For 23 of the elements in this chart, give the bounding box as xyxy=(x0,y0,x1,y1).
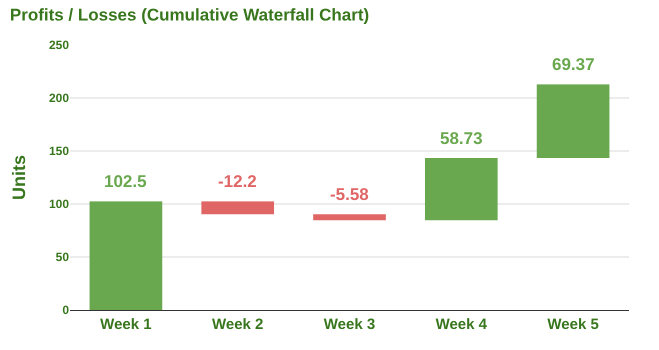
data-label: -5.58 xyxy=(330,185,369,204)
bar xyxy=(313,214,386,220)
y-tick-label: 150 xyxy=(48,144,70,158)
x-tick-label: Week 4 xyxy=(436,316,488,333)
data-label: -12.2 xyxy=(218,172,257,191)
bar xyxy=(90,201,162,310)
y-tick-label: 250 xyxy=(48,38,70,52)
x-tick-label: Week 2 xyxy=(212,316,264,333)
bar xyxy=(536,84,610,158)
data-label: 102.5 xyxy=(104,172,147,191)
data-label: 58.73 xyxy=(440,129,483,148)
x-tick-label: Week 1 xyxy=(100,316,152,333)
x-tick-label: Week 5 xyxy=(547,316,599,333)
y-tick-label: 0 xyxy=(62,303,70,318)
y-axis-title: Units xyxy=(9,155,30,200)
x-tick-label: Week 3 xyxy=(324,316,376,333)
y-tick-label: 100 xyxy=(48,197,70,212)
data-label: 69.37 xyxy=(552,55,595,74)
bar xyxy=(424,158,498,220)
chart-title: Profits / Losses (Cumulative Waterfall Chart) xyxy=(10,6,370,25)
y-tick-label: 200 xyxy=(48,91,70,106)
bar xyxy=(201,201,274,214)
y-tick-label: 50 xyxy=(56,250,70,264)
